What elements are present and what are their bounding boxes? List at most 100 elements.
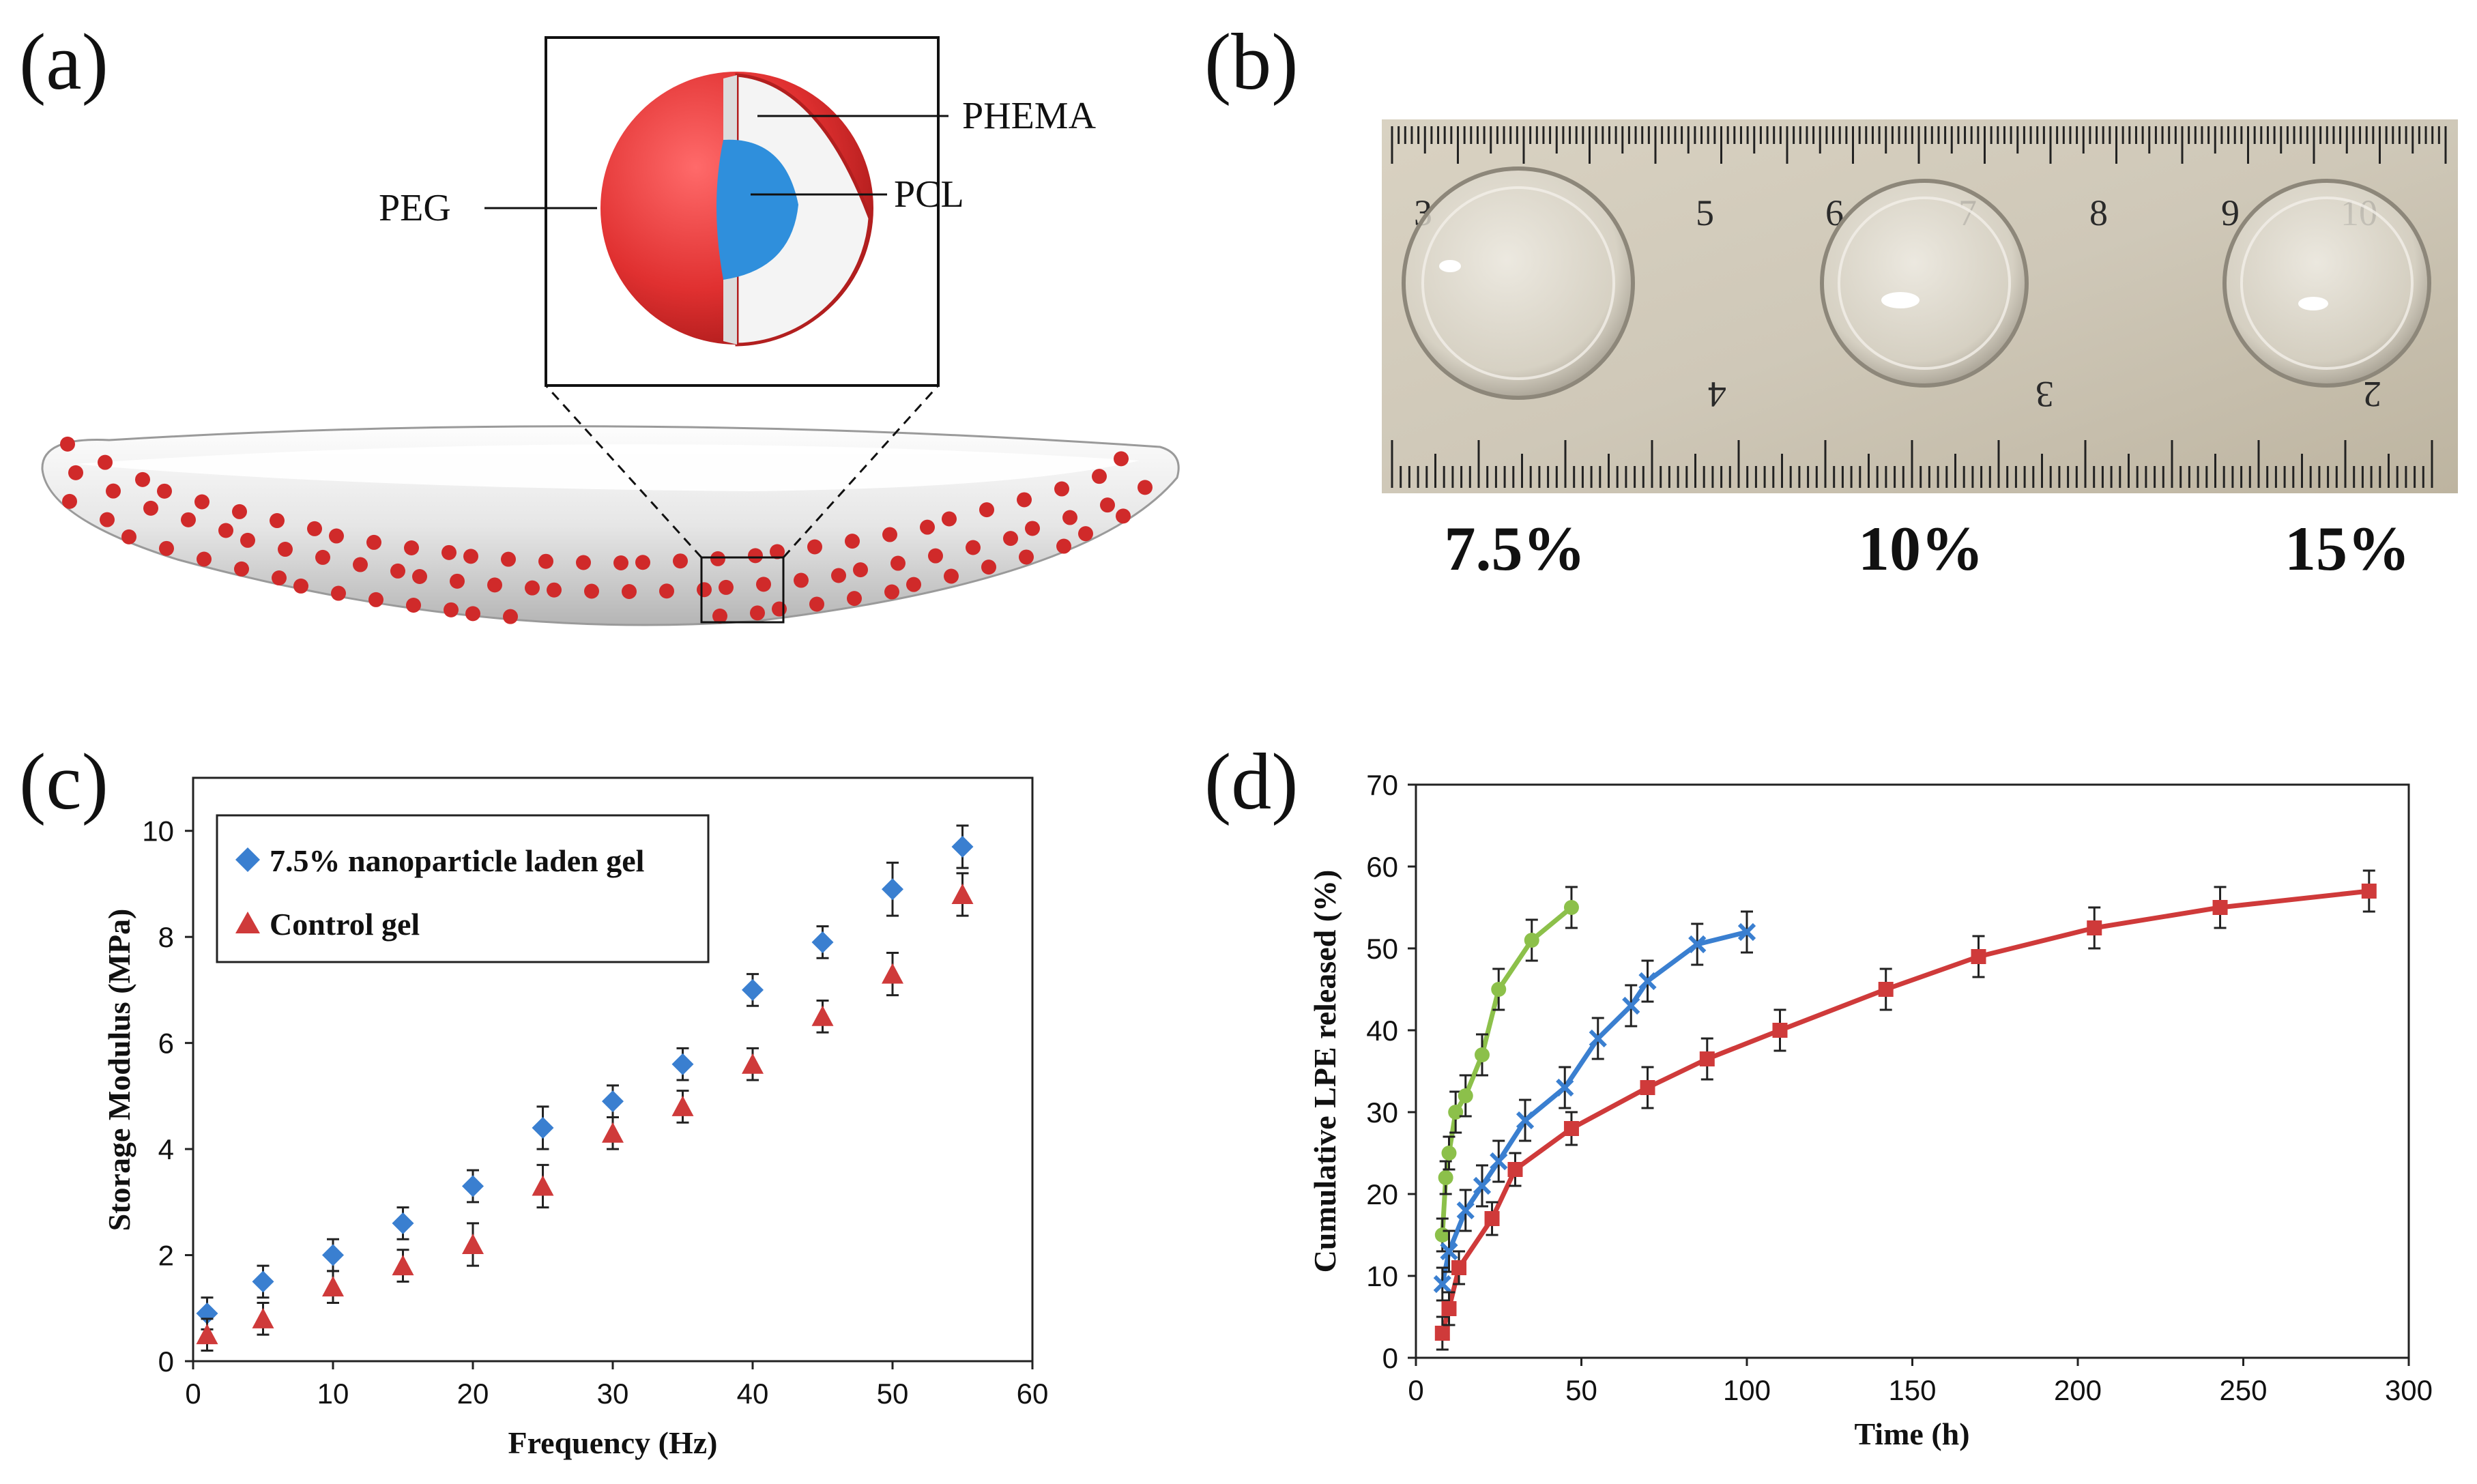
data-point-control-gel — [196, 1324, 218, 1345]
nanoparticle-dot — [1003, 531, 1018, 547]
data-point-blue — [1473, 1176, 1492, 1195]
y-tick-label: 40 — [1366, 1015, 1398, 1047]
lens-disk-15 — [2222, 179, 2431, 388]
data-point-red — [1772, 1023, 1788, 1038]
sample-label-7-5: 7.5% — [1445, 514, 1586, 583]
nanoparticle-dot — [1092, 469, 1107, 484]
nanoparticle-dot — [712, 608, 727, 624]
x-tick-label: 150 — [1888, 1374, 1936, 1406]
nanoparticle-dot — [1025, 521, 1040, 536]
y-tick-label: 10 — [1366, 1260, 1398, 1292]
nanoparticle-dot — [157, 483, 172, 499]
nanoparticle-dot — [853, 562, 868, 578]
nanoparticle-dot — [884, 584, 899, 600]
x-tick-label: 200 — [2054, 1374, 2102, 1406]
data-point-red — [1878, 982, 1894, 997]
nanoparticle-sphere — [600, 72, 873, 347]
contact-lens — [41, 425, 1180, 626]
nanoparticle-dot — [143, 500, 158, 516]
nanoparticle-dot — [635, 555, 650, 570]
nanoparticle-dot — [234, 561, 249, 577]
y-tick-label: 70 — [1366, 769, 1398, 801]
nanoparticle-dot — [942, 511, 957, 527]
data-point-nanoparticle-gel — [532, 1117, 554, 1139]
nanoparticle-dot — [547, 582, 562, 598]
nanoparticle-dot — [353, 557, 368, 572]
y-tick-label: 60 — [1366, 851, 1398, 883]
nanoparticle-dot — [979, 502, 994, 518]
y-tick-label: 20 — [1366, 1178, 1398, 1210]
marker-stroke — [1433, 1275, 1451, 1294]
chart-storage-modulus: 0 10 20 30 40 50 60 0 2 4 6 8 10 7.5% nanoparticle l… — [102, 776, 1049, 1460]
nanoparticle-dot — [750, 605, 765, 621]
data-point-red — [1640, 1080, 1655, 1095]
nanoparticle-dot — [1100, 497, 1115, 513]
data-point-control-gel — [532, 1175, 554, 1196]
legend-marker-triangle — [235, 912, 260, 933]
nanoparticle-dot — [331, 585, 346, 601]
marker-stroke — [1556, 1078, 1574, 1097]
x-tick-label: 40 — [737, 1378, 769, 1410]
data-point-red — [1434, 1326, 1450, 1341]
nanoparticle-dot — [390, 563, 405, 579]
x-tick-label: 30 — [597, 1378, 629, 1410]
data-point-control-gel — [951, 884, 974, 904]
ruler-ticks-bottom — [1391, 440, 2433, 488]
data-point-nanoparticle-gel — [252, 1270, 274, 1293]
data-point-blue — [1589, 1029, 1607, 1048]
data-point-red — [1971, 949, 1986, 964]
data-point-nanoparticle-gel — [742, 978, 764, 1001]
panel-a: (a) PHEMA PEG PCL — [19, 17, 1180, 626]
nanoparticle-dot — [366, 534, 381, 550]
data-point-control-gel — [462, 1234, 484, 1254]
y-axis-title: Storage Modulus (MPa) — [102, 909, 136, 1232]
data-point-nanoparticle-gel — [882, 878, 903, 901]
x-tick-label: 0 — [185, 1378, 201, 1410]
nanoparticle-dot — [293, 578, 308, 594]
nanoparticle-dot — [981, 559, 996, 575]
nanoparticle-dot — [525, 580, 540, 596]
data-point-nanoparticle-gel — [322, 1244, 344, 1266]
y-tick-label: 10 — [142, 815, 174, 847]
sample-label-10: 10% — [1858, 514, 1984, 583]
nanoparticle-dot — [613, 555, 628, 570]
ruler-num: 4 — [1708, 374, 1726, 415]
nanoparticle-dot — [307, 521, 322, 536]
chart-lpe-release: 0 50 100 150 200 250 300 0 10 20 30 40 50 60 70 Time (… — [1307, 769, 2433, 1451]
lens-disk-7-5 — [1402, 166, 1635, 400]
nanoparticle-dot — [100, 512, 115, 527]
data-point-red — [1563, 1121, 1579, 1136]
nanoparticle-dot — [98, 454, 113, 470]
nanoparticle-dot — [890, 555, 906, 571]
nanoparticle-dot — [966, 540, 981, 555]
label-peg: PEG — [379, 187, 451, 229]
nanoparticle-dot — [181, 512, 196, 527]
nanoparticle-dot — [463, 549, 478, 564]
nanoparticle-dot — [882, 527, 897, 542]
nanoparticle-dot — [68, 465, 83, 480]
nanoparticle-dot — [487, 577, 502, 593]
nanoparticle-dot — [770, 544, 785, 559]
data-point-control-gel — [322, 1276, 344, 1297]
data-point-blue — [1622, 996, 1640, 1015]
data-point-green — [1524, 933, 1539, 948]
nanoparticle-dots — [60, 436, 1153, 624]
nanoparticle-dot — [622, 583, 637, 599]
panel-c-label: (c) — [19, 737, 108, 826]
y-tick-label: 6 — [158, 1028, 174, 1060]
data-point-green — [1438, 1170, 1453, 1185]
nanoparticle-dot — [197, 551, 212, 567]
nanoparticle-dot — [697, 582, 712, 598]
data-point-red — [1484, 1211, 1500, 1226]
nanoparticle-dot — [270, 513, 285, 529]
nanoparticle-dot — [404, 540, 419, 555]
nanoparticle-dot — [106, 483, 121, 499]
nanoparticle-dot — [756, 577, 771, 592]
nanoparticle-dot — [272, 570, 287, 586]
x-tick-label: 60 — [1017, 1378, 1049, 1410]
nanoparticle-dot — [315, 549, 330, 565]
nanoparticle-dot — [928, 548, 943, 564]
marker-stroke — [1440, 1242, 1458, 1261]
data-point-nanoparticle-gel — [462, 1175, 484, 1197]
